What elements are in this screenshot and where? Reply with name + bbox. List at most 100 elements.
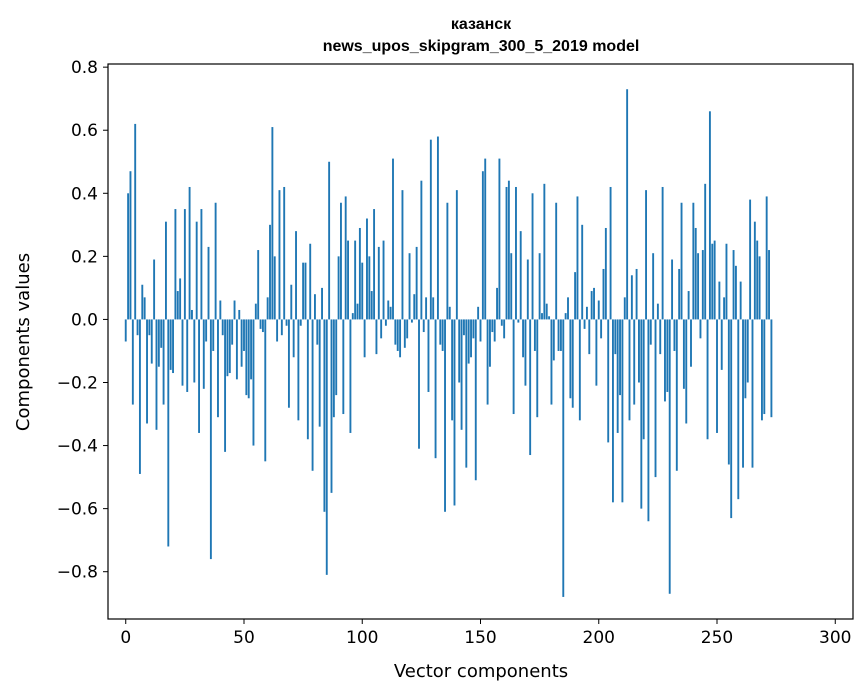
bar-151 [481, 171, 484, 320]
bar-231 [671, 259, 674, 320]
bar-6 [138, 319, 141, 474]
bar-214 [630, 275, 633, 320]
bar-124 [418, 319, 420, 449]
bar-199 [595, 319, 598, 386]
bar-99 [358, 227, 361, 320]
bar-31 [198, 319, 200, 433]
bar-233 [675, 319, 678, 471]
bar-42 [224, 319, 227, 452]
bar-83 [321, 287, 323, 320]
plot-frame [107, 63, 854, 620]
bar-249 [713, 240, 716, 320]
bar-117 [401, 190, 404, 320]
bar-105 [373, 209, 376, 320]
chart-subtitle: news_upos_skipgram_300_5_2019 model [323, 38, 640, 55]
bar-48 [238, 309, 241, 320]
bar-245 [704, 183, 707, 320]
bar-116 [399, 319, 402, 358]
bar-100 [361, 262, 364, 320]
bar-136 [446, 202, 449, 320]
bar-9 [146, 319, 148, 424]
bar-76 [304, 262, 307, 320]
bar-251 [718, 281, 721, 320]
bar-208 [616, 319, 619, 433]
bar-142 [460, 319, 463, 430]
bar-258 [734, 265, 737, 320]
bar-102 [366, 218, 368, 320]
bar-210 [621, 319, 624, 503]
bar-118 [403, 319, 406, 348]
y-tick-label-0.2: 0.2 [71, 247, 98, 267]
bar-133 [439, 319, 442, 345]
bar-45 [231, 319, 234, 345]
bar-44 [228, 319, 231, 374]
bar-160 [503, 319, 506, 339]
bar-40 [219, 300, 222, 320]
bar-162 [507, 180, 510, 320]
bar-263 [746, 319, 749, 383]
bar-5 [136, 319, 139, 336]
bar-104 [370, 291, 373, 320]
bar-212 [626, 89, 629, 320]
bar-91 [340, 202, 342, 320]
bar-184 [559, 319, 562, 351]
bar-270 [763, 319, 766, 415]
bar-101 [363, 319, 366, 358]
bar-158 [498, 158, 501, 320]
bar-135 [444, 319, 446, 512]
bar-46 [233, 300, 236, 320]
bar-3 [131, 319, 134, 405]
bar-163 [510, 253, 513, 320]
y-tick-label-0.8: 0.8 [71, 58, 98, 78]
bar-150 [479, 319, 482, 342]
bar-7 [141, 284, 144, 320]
bar-272 [768, 250, 770, 320]
bar-106 [375, 319, 378, 355]
bar-246 [706, 319, 709, 440]
bar-41 [221, 319, 224, 336]
bar-113 [392, 158, 394, 320]
bar-152 [484, 158, 487, 320]
bar-29 [193, 319, 196, 383]
bar-148 [474, 319, 477, 481]
bar-53 [250, 319, 253, 380]
bar-260 [739, 281, 742, 320]
bar-4 [134, 123, 137, 320]
bar-27 [188, 186, 191, 320]
bar-187 [567, 297, 569, 320]
bar-261 [742, 319, 744, 468]
bar-166 [517, 319, 520, 323]
bar-28 [191, 309, 193, 320]
bar-255 [727, 319, 730, 465]
bar-237 [685, 319, 688, 424]
bar-35 [207, 246, 210, 320]
bar-183 [557, 319, 560, 351]
bar-226 [659, 319, 662, 355]
bar-78 [309, 243, 312, 320]
bar-71 [292, 319, 295, 358]
bar-143 [463, 319, 465, 336]
x-tick-label-300: 300 [819, 628, 851, 648]
bar-129 [429, 139, 432, 320]
bar-61 [269, 224, 271, 320]
bar-59 [264, 319, 267, 462]
bar-139 [453, 319, 456, 506]
bar-122 [413, 294, 416, 320]
x-tick-label-250: 250 [701, 628, 733, 648]
bar-228 [664, 319, 666, 402]
bar-165 [515, 186, 517, 320]
bar-84 [323, 319, 326, 512]
bar-156 [493, 319, 496, 342]
x-axis-ticks: 0 50 100 150 200 250 300 [120, 619, 851, 648]
bar-21 [174, 209, 177, 320]
bar-52 [247, 319, 250, 399]
bar-114 [394, 319, 397, 345]
bar-2 [129, 171, 132, 320]
bar-268 [758, 256, 761, 320]
bar-97 [354, 240, 357, 320]
bar-235 [680, 202, 683, 320]
bar-248 [711, 243, 714, 320]
y-tick-label--0.2: −0.2 [57, 373, 98, 393]
bar-177 [543, 183, 546, 320]
